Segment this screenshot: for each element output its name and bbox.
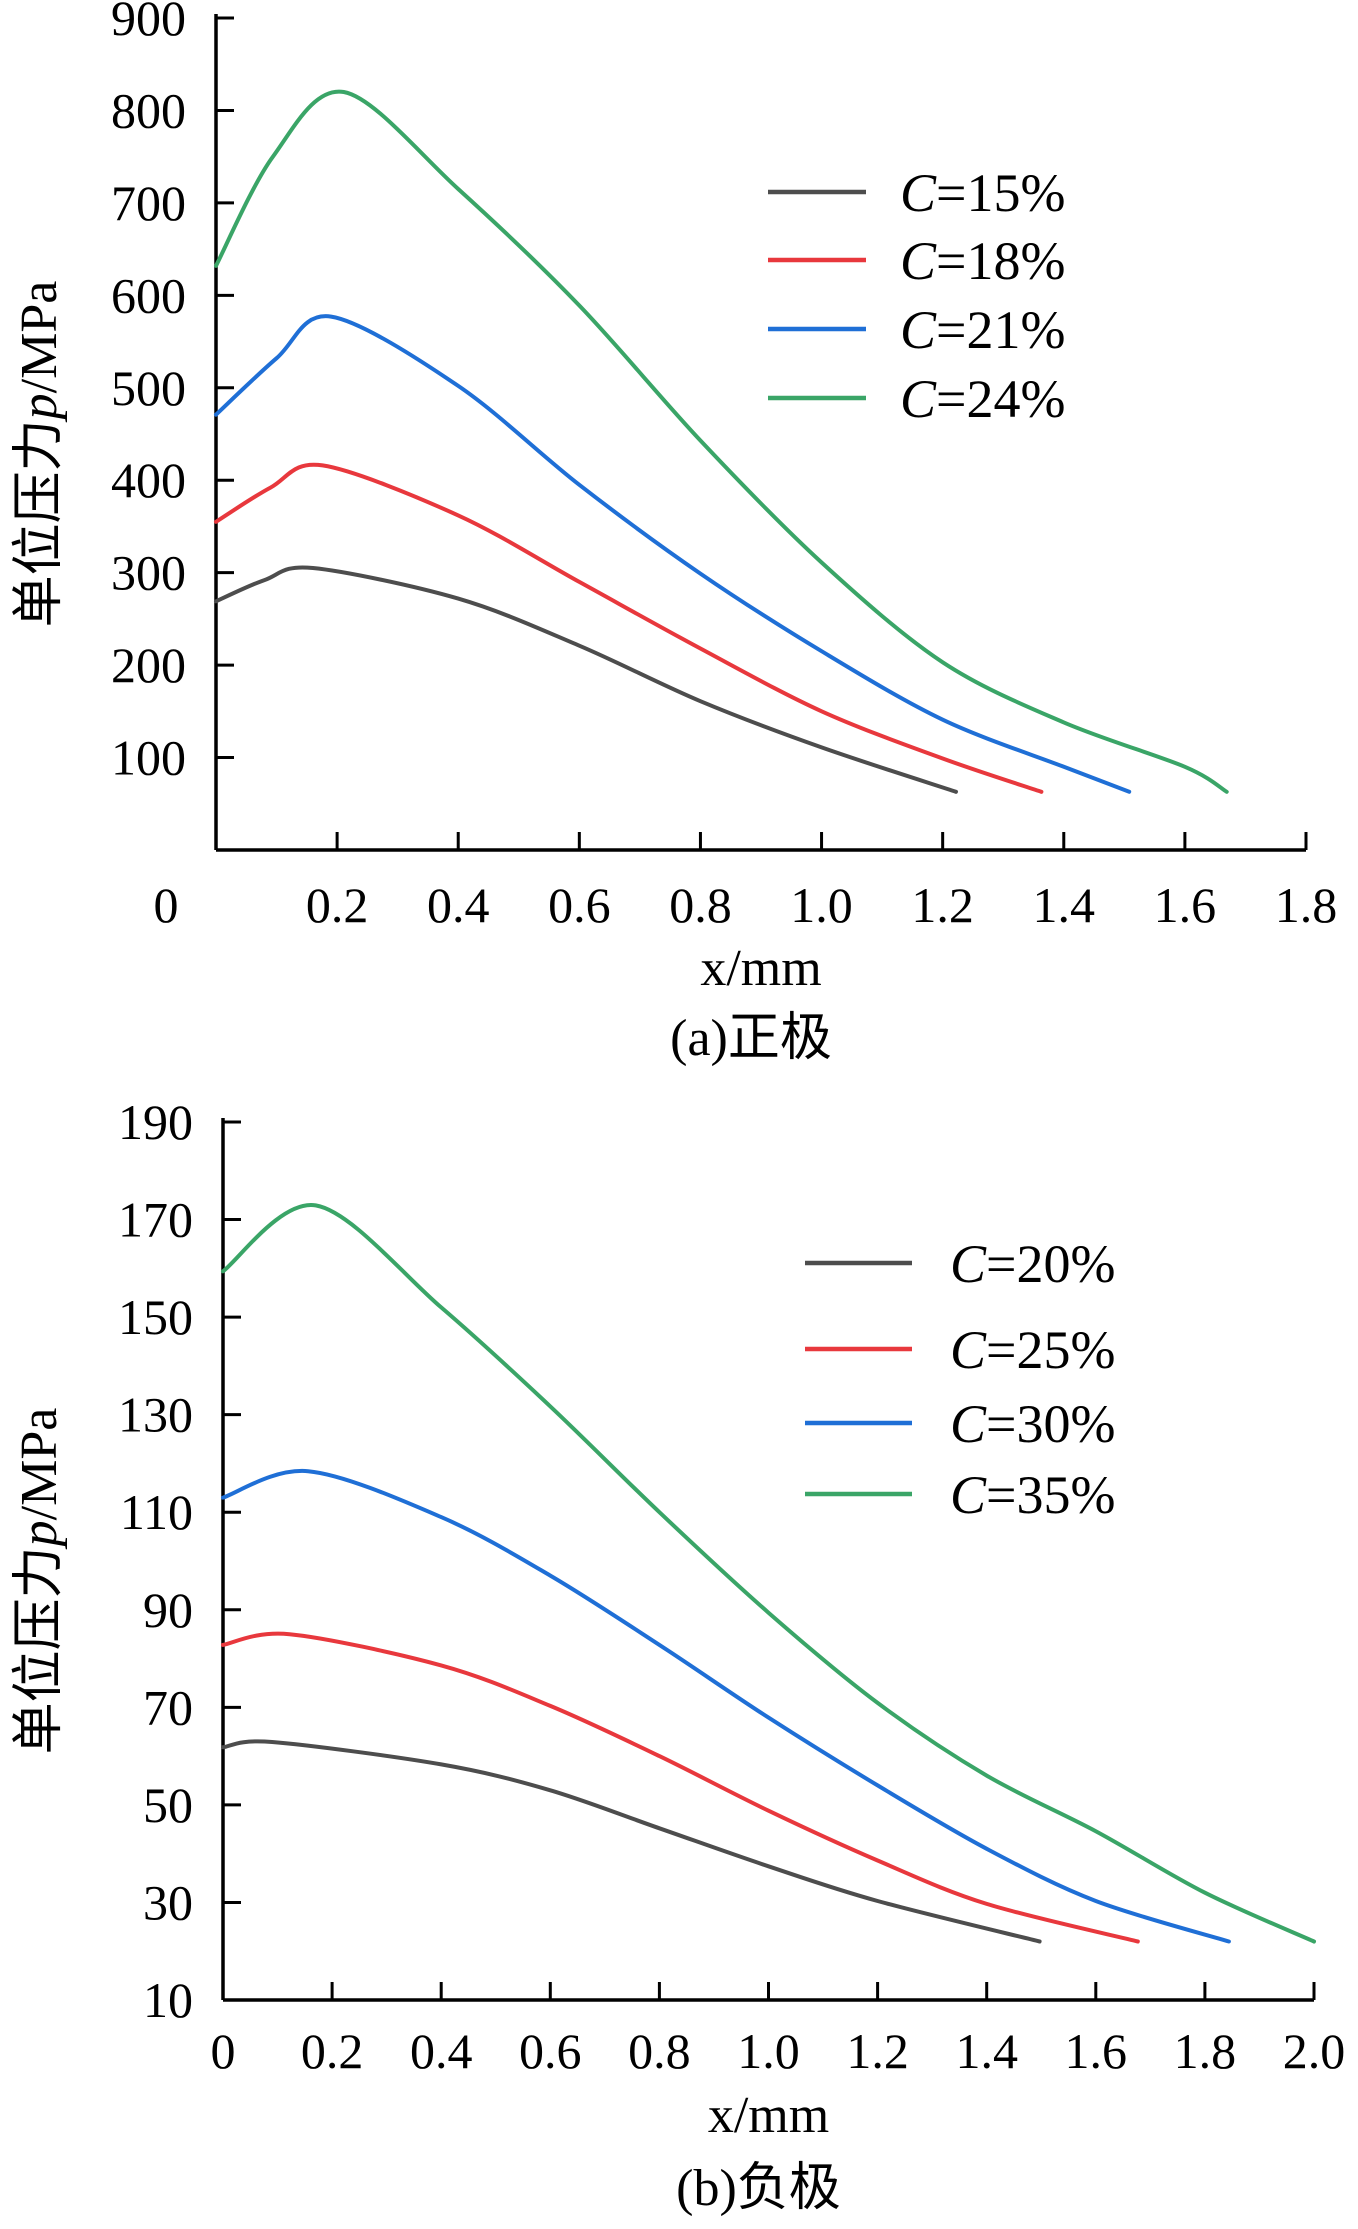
x-tick-label: 1.8 bbox=[1174, 2023, 1237, 2079]
x-tick-label: 2.0 bbox=[1283, 2023, 1346, 2079]
panel-caption: (b)负极 bbox=[676, 2160, 841, 2217]
legend-label: C=15% bbox=[900, 163, 1065, 223]
x-tick-label: 1.0 bbox=[790, 877, 853, 933]
y-tick-label: 190 bbox=[118, 1094, 193, 1150]
series-line-C25 bbox=[221, 1631, 1140, 1944]
y-tick-label: 400 bbox=[111, 452, 186, 508]
y-tick-label: 200 bbox=[111, 637, 186, 693]
y-tick-label: 300 bbox=[111, 545, 186, 601]
y-tick-label: 500 bbox=[111, 360, 186, 416]
series-line-C35 bbox=[221, 1203, 1316, 1944]
y-axis-title: 单位压力p/MPa bbox=[11, 1408, 68, 1755]
series-line-C20 bbox=[221, 1739, 1042, 1944]
x-tick-label: 0.6 bbox=[519, 2023, 582, 2079]
x-tick-label: 1.8 bbox=[1275, 877, 1338, 933]
series-line-C24 bbox=[214, 89, 1229, 794]
x-tick-label: 1.6 bbox=[1154, 877, 1217, 933]
legend-label: C=35% bbox=[950, 1465, 1115, 1525]
series-line-C30 bbox=[221, 1469, 1231, 1944]
y-tick-label: 130 bbox=[118, 1387, 193, 1443]
legend-label: C=24% bbox=[900, 369, 1065, 429]
x-tick-label: 0 bbox=[154, 877, 179, 933]
y-tick-label: 10 bbox=[143, 1972, 193, 2028]
y-tick-label: 110 bbox=[120, 1484, 193, 1540]
x-tick-label: 0.8 bbox=[669, 877, 732, 933]
legend-label: C=20% bbox=[950, 1234, 1115, 1294]
y-tick-label: 170 bbox=[118, 1192, 193, 1248]
x-tick-label: 0 bbox=[211, 2023, 236, 2079]
y-tick-label: 70 bbox=[143, 1679, 193, 1735]
x-tick-label: 1.2 bbox=[846, 2023, 909, 2079]
x-tick-label: 1.0 bbox=[737, 2023, 800, 2079]
y-tick-label: 700 bbox=[111, 175, 186, 231]
chart-panel-b: 0 0.2 0.4 0.6 0.8 1.0 1.2 1.4 1.6 1.8 2.0 10 30 50 70 9… bbox=[11, 1094, 1345, 2217]
series-line-C21 bbox=[214, 314, 1132, 794]
legend-label: C=30% bbox=[950, 1394, 1115, 1454]
series-line-C15 bbox=[214, 565, 958, 794]
x-tick-label: 0.6 bbox=[548, 877, 611, 933]
legend-label: C=21% bbox=[900, 300, 1065, 360]
y-tick-label: 50 bbox=[143, 1777, 193, 1833]
y-tick-label: 600 bbox=[111, 267, 186, 323]
y-tick-label: 100 bbox=[111, 730, 186, 786]
x-tick-label: 1.6 bbox=[1065, 2023, 1128, 2079]
x-tick-label: 1.2 bbox=[911, 877, 974, 933]
y-tick-label: 800 bbox=[111, 82, 186, 138]
x-axis-title: x/mm bbox=[708, 2087, 829, 2144]
series-line-C18 bbox=[214, 462, 1044, 794]
x-axis-title: x/mm bbox=[700, 940, 821, 997]
y-tick-label: 150 bbox=[118, 1289, 193, 1345]
x-tick-label: 0.2 bbox=[306, 877, 369, 933]
legend-label: C=18% bbox=[900, 231, 1065, 291]
x-tick-label: 0.8 bbox=[628, 2023, 691, 2079]
x-tick-label: 1.4 bbox=[1033, 877, 1096, 933]
x-tick-label: 1.4 bbox=[955, 2023, 1018, 2079]
chart-panel-a: 0 0.2 0.4 0.6 0.8 1.0 1.2 1.4 1.6 1.8 100 200 300 400… bbox=[11, 0, 1337, 1067]
y-tick-label: 30 bbox=[143, 1874, 193, 1930]
x-tick-label: 0.4 bbox=[410, 2023, 473, 2079]
legend-label: C=25% bbox=[950, 1320, 1115, 1380]
x-tick-label: 0.4 bbox=[427, 877, 490, 933]
panel-caption: (a)正极 bbox=[670, 1010, 832, 1067]
x-tick-label: 0.2 bbox=[301, 2023, 364, 2079]
y-tick-label: 90 bbox=[143, 1582, 193, 1638]
y-axis-title: 单位压力p/MPa bbox=[11, 281, 68, 628]
y-tick-label: 900 bbox=[111, 0, 186, 46]
